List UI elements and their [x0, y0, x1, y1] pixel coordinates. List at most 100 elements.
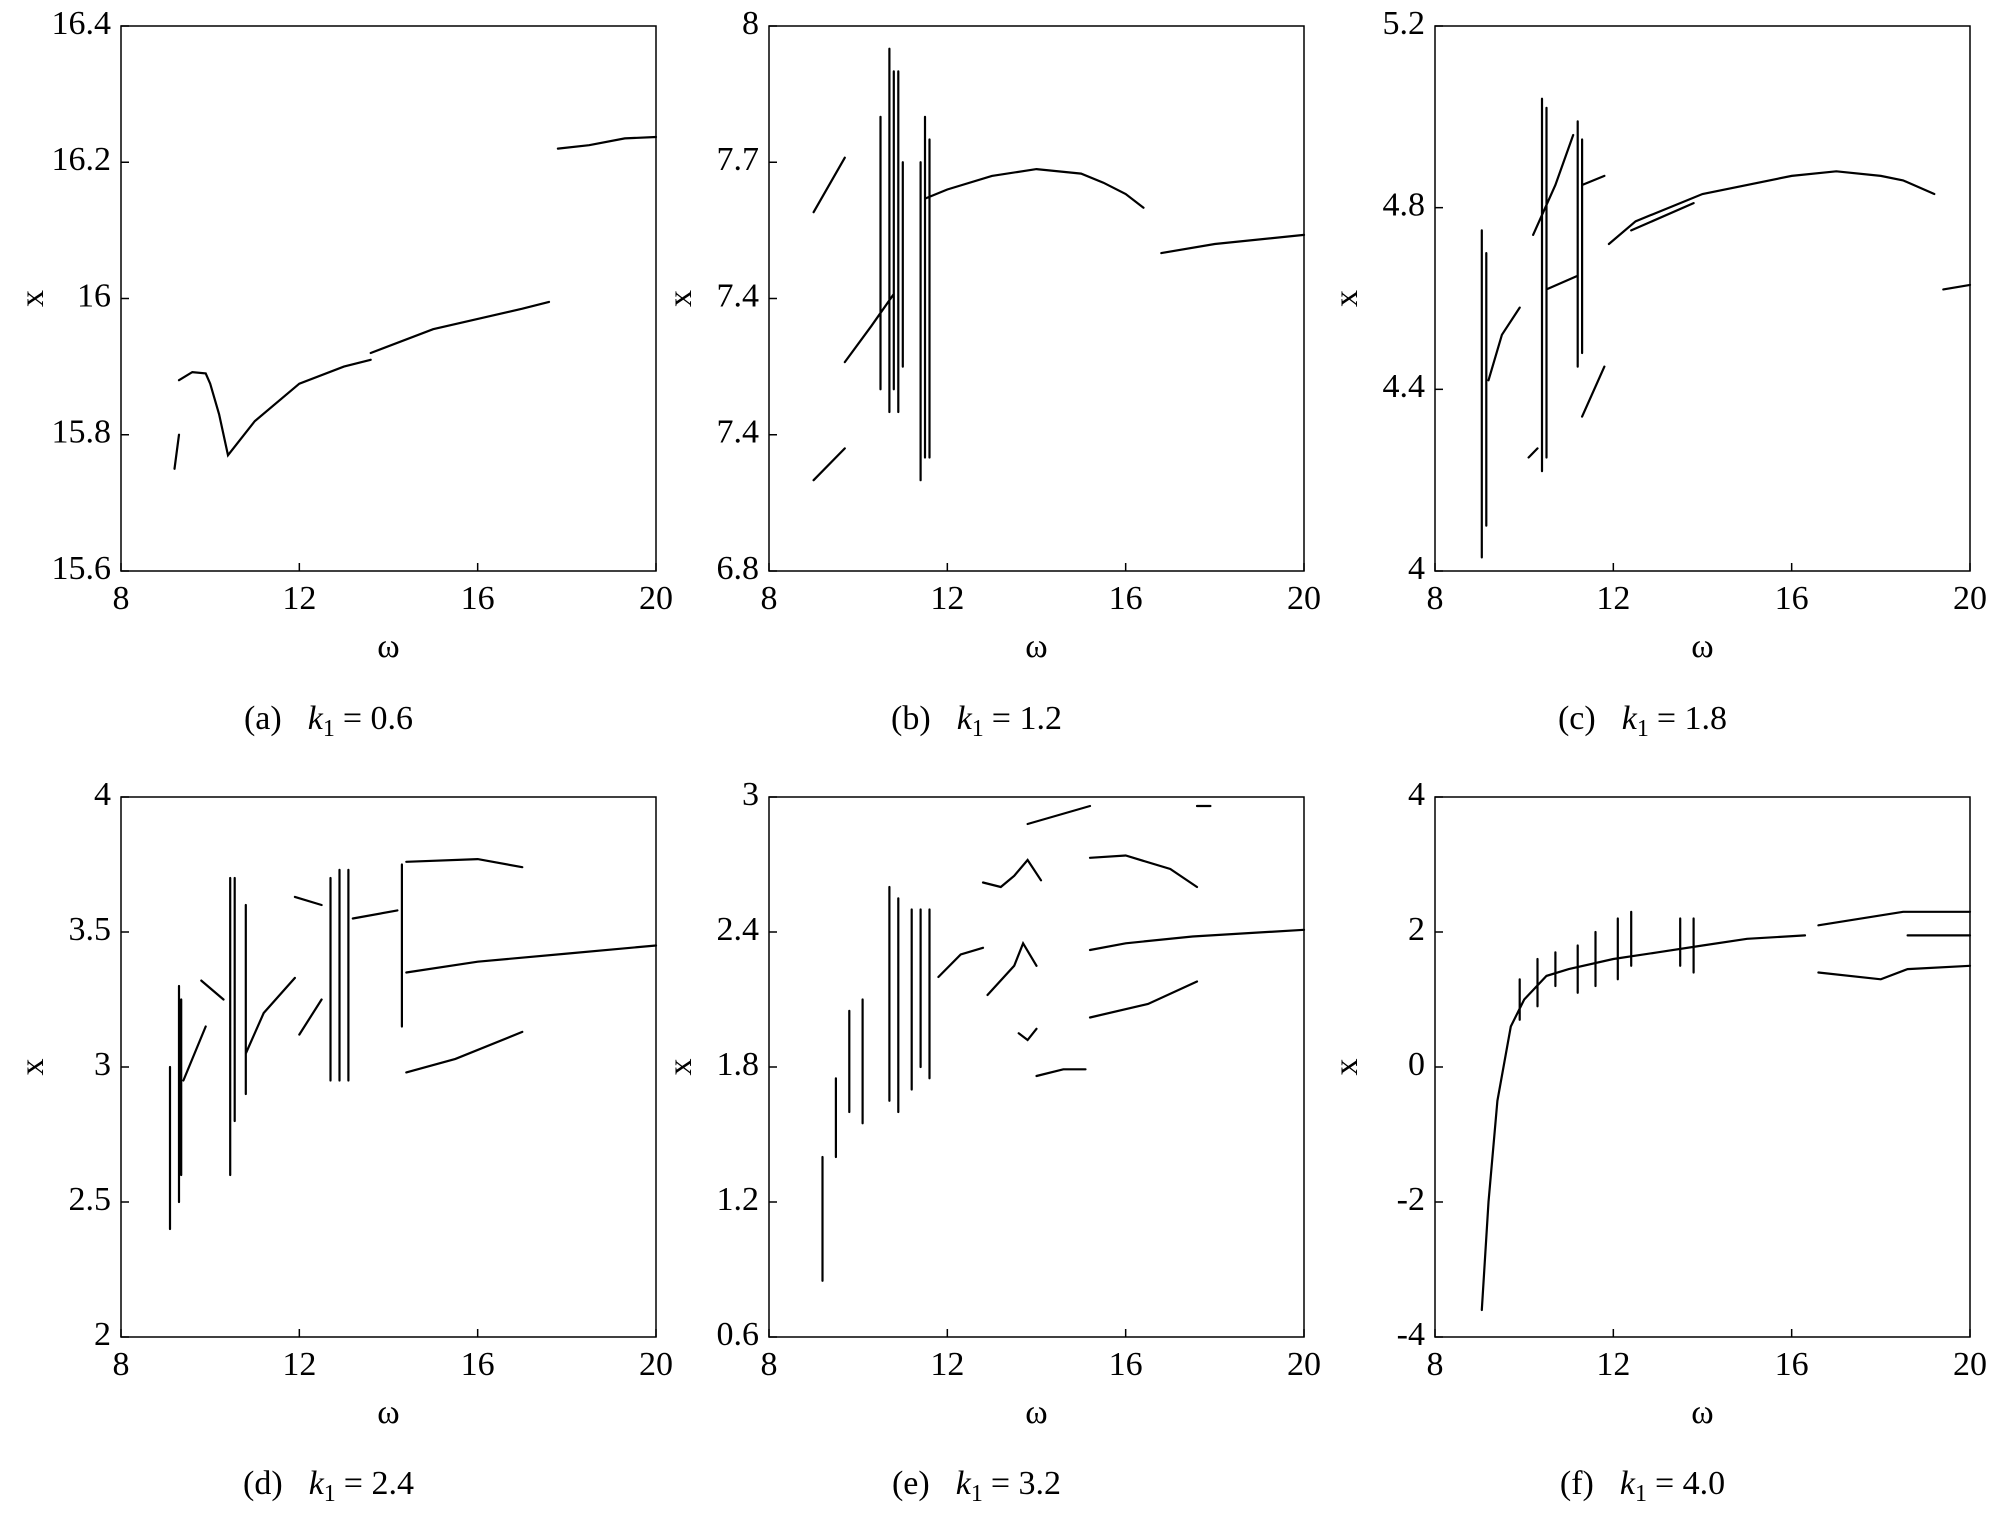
x-tick-label: 20	[1953, 1346, 1987, 1383]
x-tick-label: 20	[1287, 1346, 1321, 1383]
y-tick-label: 16.2	[52, 141, 112, 178]
x-tick-label: 20	[639, 580, 673, 617]
plot-frame	[1434, 25, 1971, 572]
x-tick-label: 8	[761, 1346, 778, 1383]
bifurcation-branch	[1480, 910, 1972, 1312]
plot-frame	[768, 25, 1305, 572]
bifurcation-branch	[173, 135, 658, 470]
y-tick-label: 5.2	[1383, 5, 1426, 42]
plot-frame	[120, 25, 657, 572]
caption-subscript: 1	[323, 716, 335, 742]
y-tick-label: 0.6	[717, 1316, 760, 1353]
caption-tag: (d)	[243, 1465, 283, 1502]
x-tick-label: 16	[1109, 1346, 1143, 1383]
x-tick-label: 8	[113, 580, 130, 617]
y-tick-label: 3	[742, 776, 759, 813]
x-tick-label: 16	[1775, 580, 1809, 617]
y-axis-label: x	[14, 1059, 51, 1076]
caption-value: = 1.8	[1657, 700, 1727, 737]
caption: (f) k1 = 4.0	[1560, 1465, 1725, 1507]
caption-symbol: k	[308, 700, 324, 737]
y-tick-label: 8	[742, 5, 759, 42]
y-tick-label: 3	[94, 1046, 111, 1083]
caption-subscript: 1	[971, 1481, 983, 1507]
caption: (a) k1 = 0.6	[244, 700, 413, 742]
y-tick-label: 16.4	[52, 5, 112, 42]
x-tick-label: 12	[282, 580, 316, 617]
x-axis-label: ω	[377, 1394, 399, 1431]
x-axis-label: ω	[1025, 628, 1047, 665]
caption-value: = 1.2	[992, 700, 1062, 737]
y-tick-label: 4	[1408, 550, 1425, 587]
y-tick-label: 2	[94, 1316, 111, 1353]
bifurcation-branch	[812, 47, 1306, 482]
caption-subscript: 1	[1637, 716, 1649, 742]
caption: (d) k1 = 2.4	[243, 1465, 414, 1507]
y-tick-label: 2.4	[717, 911, 760, 948]
y-tick-label: -2	[1397, 1181, 1425, 1218]
y-tick-label: 7.4	[717, 277, 760, 314]
x-tick-label: 20	[639, 1346, 673, 1383]
bifurcation-branch	[168, 857, 658, 1231]
caption-tag: (e)	[892, 1465, 930, 1502]
x-tick-label: 16	[461, 1346, 495, 1383]
x-tick-label: 12	[930, 1346, 964, 1383]
caption-tag: (f)	[1560, 1465, 1594, 1502]
x-tick-label: 8	[761, 580, 778, 617]
caption-tag: (c)	[1558, 700, 1596, 737]
caption-symbol: k	[1620, 1465, 1636, 1502]
plot-frame	[1434, 796, 1971, 1338]
bifurcation-branch	[1480, 97, 1972, 559]
y-tick-label: 4	[1408, 776, 1425, 813]
y-tick-label: 15.6	[52, 550, 112, 587]
x-tick-label: 16	[1775, 1346, 1809, 1383]
x-tick-label: 12	[930, 580, 964, 617]
caption: (c) k1 = 1.8	[1558, 700, 1727, 742]
caption-subscript: 1	[972, 716, 984, 742]
x-axis-label: ω	[1025, 1394, 1047, 1431]
plot-frame	[120, 796, 657, 1338]
caption-value: = 4.0	[1655, 1465, 1725, 1502]
x-axis-label: ω	[377, 628, 399, 665]
y-axis-label: x	[662, 290, 699, 307]
caption-symbol: k	[957, 700, 973, 737]
y-tick-label: 1.2	[717, 1181, 760, 1218]
caption-value: = 0.6	[343, 700, 413, 737]
caption-subscript: 1	[1635, 1481, 1647, 1507]
y-tick-label: 4.4	[1383, 368, 1426, 405]
x-tick-label: 12	[282, 1346, 316, 1383]
x-axis-label: ω	[1691, 628, 1713, 665]
y-tick-label: 4.8	[1383, 186, 1426, 223]
caption-value: = 3.2	[991, 1465, 1061, 1502]
caption: (e) k1 = 3.2	[892, 1465, 1061, 1507]
caption-symbol: k	[309, 1465, 325, 1502]
x-tick-label: 16	[1109, 580, 1143, 617]
bifurcation-branch	[821, 804, 1306, 1282]
y-tick-label: 7.4	[717, 414, 760, 451]
y-axis-label: x	[1328, 1059, 1365, 1076]
y-tick-label: 2	[1408, 911, 1425, 948]
y-axis-label: x	[662, 1059, 699, 1076]
x-tick-label: 12	[1596, 1346, 1630, 1383]
y-tick-label: 4	[94, 776, 111, 813]
caption-symbol: k	[1622, 700, 1638, 737]
caption-symbol: k	[956, 1465, 972, 1502]
x-tick-label: 8	[1427, 580, 1444, 617]
x-axis-label: ω	[1691, 1394, 1713, 1431]
x-tick-label: 20	[1287, 580, 1321, 617]
caption-value: = 2.4	[344, 1465, 414, 1502]
caption-tag: (b)	[891, 700, 931, 737]
y-tick-label: 15.8	[52, 414, 112, 451]
y-tick-label: 2.5	[69, 1181, 112, 1218]
y-tick-label: 16	[77, 277, 111, 314]
caption-subscript: 1	[324, 1481, 336, 1507]
x-tick-label: 8	[1427, 1346, 1444, 1383]
y-axis-label: x	[14, 290, 51, 307]
y-axis-label: x	[1328, 290, 1365, 307]
y-tick-label: 0	[1408, 1046, 1425, 1083]
y-tick-label: 1.8	[717, 1046, 760, 1083]
x-tick-label: 8	[113, 1346, 130, 1383]
x-tick-label: 16	[461, 580, 495, 617]
y-tick-label: 3.5	[69, 911, 112, 948]
